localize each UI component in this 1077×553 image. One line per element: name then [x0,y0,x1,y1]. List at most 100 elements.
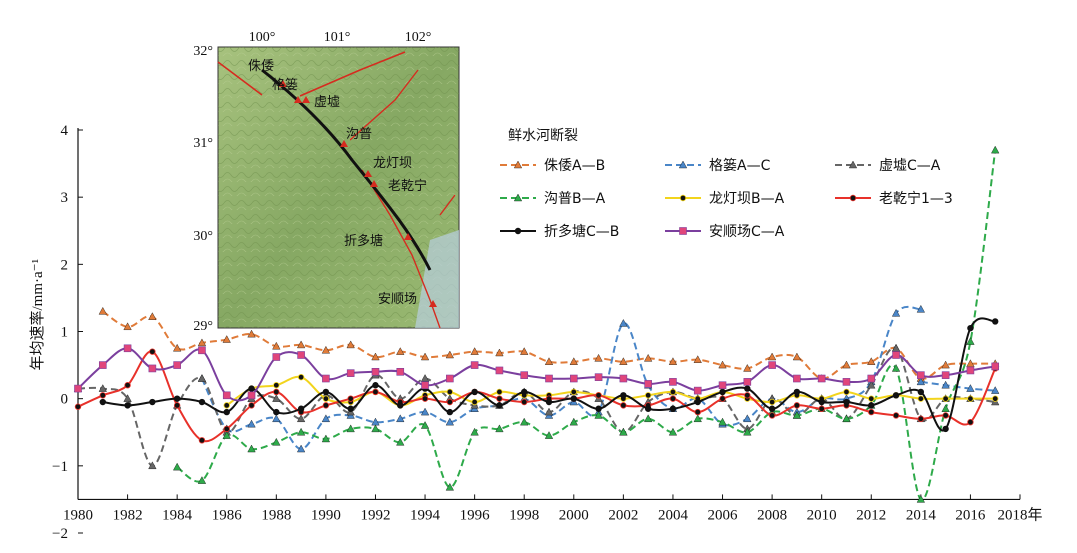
data-point [942,395,949,402]
data-point [793,388,801,396]
data-point [396,437,405,446]
map-station-xuxu: 虚墟 [302,95,340,110]
data-point [718,360,727,369]
data-point [149,348,156,355]
data-point [173,402,181,409]
data-point [124,402,131,409]
data-point [496,388,503,396]
data-point [619,427,628,436]
series-4 [173,145,1000,503]
x-tick-label: 2002 [608,507,638,523]
data-point [843,398,850,406]
data-point [743,427,752,436]
map-lon-tick-100: 100° [249,30,276,45]
data-point [520,371,529,379]
data-point [223,402,230,409]
data-point [296,340,306,349]
data-point [693,386,702,395]
legend-marker [849,194,857,202]
legend-entry: 侏倭A—B [500,158,605,174]
data-point [272,437,281,446]
data-point [173,361,181,369]
data-point [346,369,355,377]
legend-marker [679,194,687,202]
map-lat-tick-30: 30° [193,229,213,244]
data-point [545,398,553,406]
data-point [496,402,503,409]
data-point [446,374,454,383]
data-point [545,374,553,383]
legend-label: 格篓A—C [709,158,771,174]
data-point [767,352,777,361]
data-point [272,394,281,402]
data-point [372,382,379,389]
data-point [917,371,925,379]
y-tick-label: 3 [61,190,69,206]
data-point [470,361,479,369]
data-point [719,395,726,402]
series-line [77,347,996,402]
data-point [247,391,256,400]
data-point [867,357,876,365]
x-tick-label: 1984 [162,507,193,523]
inset-map: 侏倭 格篓 虚墟 沟普 龙灯坝 老乾宁 折多塘 安顺场 1 [193,30,460,334]
y-tick-label: 2 [61,257,69,273]
data-point [222,391,231,400]
data-point [743,378,752,386]
data-point [296,414,306,423]
data-point [248,385,255,392]
y-tick-label: 4 [61,123,69,139]
data-point [272,353,281,361]
legend-entry: 安顺场C—A [665,224,785,240]
data-point [296,444,306,453]
map-red-fault-5 [439,194,456,216]
data-point [669,405,677,412]
data-point [644,392,652,399]
data-point [595,405,602,412]
data-point [668,357,678,365]
data-point [768,405,776,412]
x-tick-label: 1994 [410,507,441,523]
data-point [842,378,851,386]
data-point [917,395,925,402]
data-point [544,431,554,439]
data-point [991,145,1000,154]
x-tick-label: 1986 [212,507,243,523]
data-point [818,405,825,412]
data-point [247,444,256,453]
data-point [471,398,478,406]
series-2 [916,377,1000,394]
data-point [74,403,82,410]
data-point [123,394,132,402]
data-point [619,319,628,327]
y-tick-label: 0 [61,392,69,408]
data-point [544,357,554,365]
data-point [445,350,454,359]
data-point [297,373,305,381]
data-point [892,392,900,399]
data-point [347,395,354,402]
data-point [273,408,280,416]
data-point [619,357,628,365]
data-point [867,374,876,383]
map-red-fault-3 [349,69,419,141]
data-point [197,374,207,382]
x-tick-label: 2014 [906,507,937,523]
data-point [445,417,454,426]
data-point [222,335,231,343]
y-tick-label: −2 [52,526,68,542]
data-point [322,402,330,409]
data-point [644,405,652,412]
data-point [124,382,131,389]
svg-text:龙灯坝: 龙灯坝 [373,156,412,171]
x-tick-label: 2012 [856,507,886,523]
data-point [916,304,925,313]
map-station-longdengba: 龙灯坝 [364,156,412,177]
data-point [544,407,554,416]
data-point [272,341,281,350]
data-point [321,345,331,354]
data-point [347,405,354,412]
map-lon-tick-101: 101° [324,30,351,45]
